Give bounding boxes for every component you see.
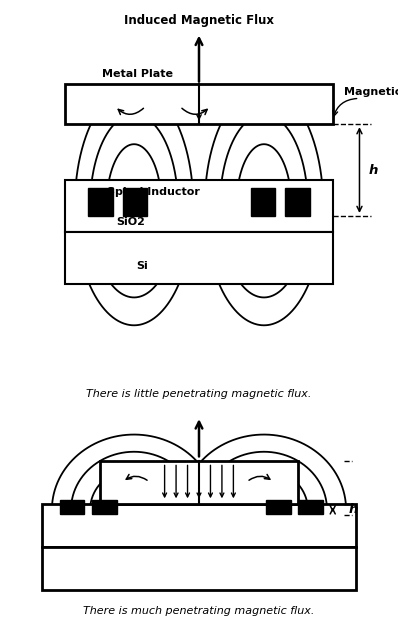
Text: Induced Magnetic Flux: Induced Magnetic Flux: [124, 13, 274, 27]
Bar: [298, 500, 323, 514]
Text: Magnetic Flux: Magnetic Flux: [344, 87, 398, 98]
Bar: [285, 188, 310, 216]
Text: SiO2: SiO2: [116, 217, 144, 227]
Text: There is little penetrating magnetic flux.: There is little penetrating magnetic flu…: [86, 389, 312, 399]
Bar: [65, 232, 333, 284]
Bar: [100, 462, 298, 505]
Text: There is much penetrating magnetic flux.: There is much penetrating magnetic flux.: [83, 606, 315, 616]
Text: Spiral Inductor: Spiral Inductor: [107, 187, 199, 197]
Bar: [60, 500, 84, 514]
Text: h: h: [349, 503, 359, 516]
Text: Si: Si: [136, 261, 148, 270]
Bar: [65, 180, 333, 232]
Bar: [42, 505, 356, 548]
Bar: [123, 188, 147, 216]
Bar: [65, 85, 333, 125]
Bar: [42, 548, 356, 591]
Bar: [92, 500, 117, 514]
Bar: [266, 500, 291, 514]
Text: Metal Plate: Metal Plate: [102, 69, 174, 78]
Bar: [88, 188, 113, 216]
Text: h: h: [368, 164, 378, 177]
Bar: [251, 188, 275, 216]
